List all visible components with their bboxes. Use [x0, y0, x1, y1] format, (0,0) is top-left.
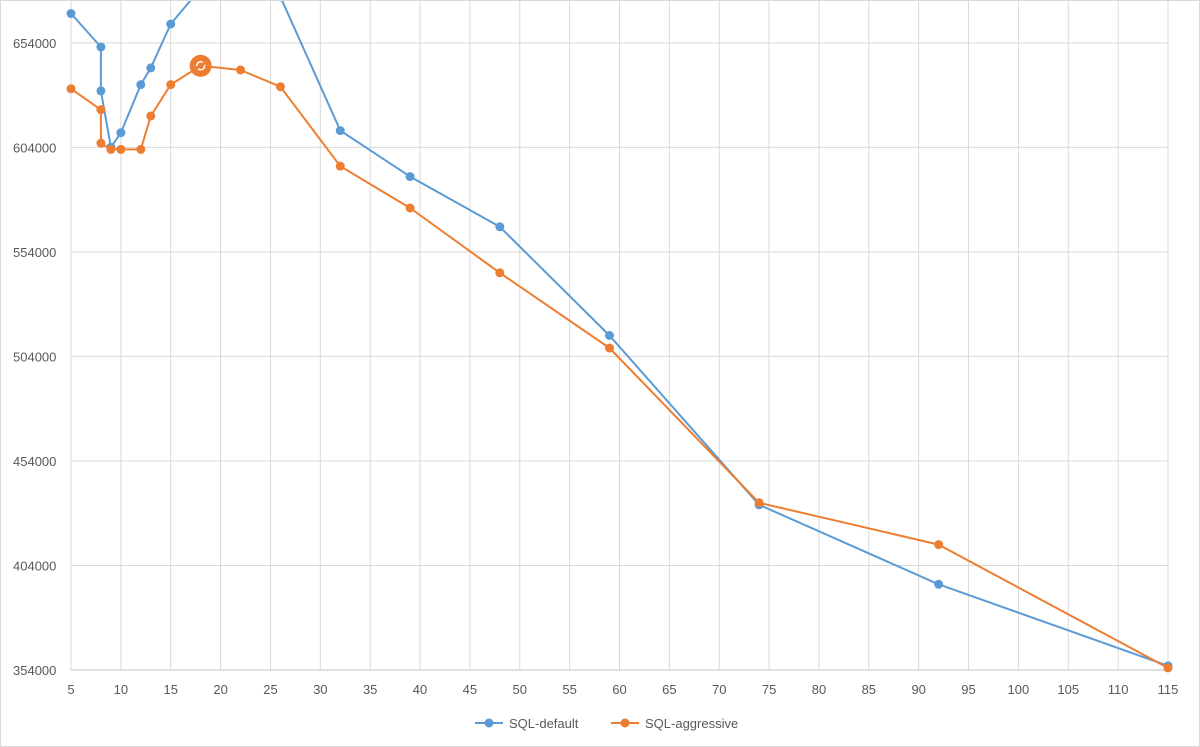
data-point-sql-default-1[interactable]: [96, 42, 106, 52]
x-axis-tick-labels: 5 10 15 20 25 30 35 40 45 50 55 60 65 70 75 80 85 90 95 100…: [67, 682, 1178, 697]
data-point-sql-aggressive-4[interactable]: [116, 144, 126, 154]
x-tick-label-40: 40: [413, 682, 427, 697]
vertical-gridlines: [70, 1, 1169, 670]
data-point-sql-aggressive-3[interactable]: [106, 144, 116, 154]
x-tick-label-80: 80: [812, 682, 826, 697]
legend-label-sql-aggressive: SQL-aggressive: [645, 716, 738, 731]
x-tick-label-20: 20: [213, 682, 227, 697]
x-tick-label-10: 10: [114, 682, 128, 697]
data-point-sql-default-11[interactable]: [335, 126, 345, 136]
data-point-sql-aggressive-2[interactable]: [96, 138, 106, 148]
data-point-sql-aggressive-13[interactable]: [495, 268, 505, 278]
x-tick-label-5: 5: [67, 682, 74, 697]
x-tick-label-35: 35: [363, 682, 377, 697]
y-tick-label-554000: 554000: [13, 245, 56, 260]
data-point-sql-default-2[interactable]: [96, 86, 106, 96]
legend-item-sql-aggressive[interactable]: SQL-aggressive: [611, 716, 738, 731]
data-point-sql-default-14[interactable]: [605, 331, 615, 340]
series-line-sql-default: [70, 1, 1169, 667]
data-point-sql-aggressive-7[interactable]: [166, 80, 176, 90]
series-layer: [66, 1, 1173, 673]
x-tick-label-100: 100: [1008, 682, 1030, 697]
y-tick-label-354000: 354000: [13, 663, 56, 678]
data-point-sql-aggressive-11[interactable]: [335, 161, 345, 171]
data-point-sql-aggressive-1[interactable]: [96, 105, 106, 115]
data-point-sql-aggressive-9[interactable]: [236, 65, 246, 75]
data-point-sql-default-4[interactable]: [116, 128, 126, 138]
data-point-sql-default-7[interactable]: [166, 19, 176, 29]
y-tick-label-404000: 404000: [13, 558, 56, 573]
x-tick-label-85: 85: [862, 682, 876, 697]
highlighted-point-sql-aggressive[interactable]: [189, 54, 212, 77]
data-point-sql-aggressive-17[interactable]: [1163, 663, 1173, 673]
data-point-sql-default-0[interactable]: [66, 9, 76, 19]
x-tick-label-95: 95: [961, 682, 975, 697]
x-tick-label-90: 90: [911, 682, 925, 697]
x-tick-label-70: 70: [712, 682, 726, 697]
data-point-sql-aggressive-5[interactable]: [136, 144, 146, 154]
data-point-sql-aggressive-16[interactable]: [934, 540, 944, 550]
highlight-ring-sql-aggressive: [195, 61, 206, 71]
data-point-sql-default-16[interactable]: [934, 579, 944, 589]
data-point-sql-default-6[interactable]: [146, 63, 156, 73]
data-point-sql-default-13[interactable]: [495, 222, 505, 232]
x-tick-label-105: 105: [1057, 682, 1079, 697]
x-tick-label-15: 15: [163, 682, 177, 697]
legend: SQL-default SQL-aggressive: [475, 716, 738, 731]
x-tick-label-50: 50: [513, 682, 527, 697]
x-tick-label-30: 30: [313, 682, 327, 697]
legend-item-sql-default[interactable]: SQL-default: [475, 716, 579, 731]
data-point-sql-aggressive-0[interactable]: [66, 84, 76, 94]
legend-label-sql-default: SQL-default: [509, 716, 579, 731]
data-point-sql-default-5[interactable]: [136, 80, 146, 90]
x-tick-label-75: 75: [762, 682, 776, 697]
data-point-sql-aggressive-15[interactable]: [754, 498, 764, 508]
x-tick-label-65: 65: [662, 682, 676, 697]
y-axis-tick-labels: 354000 404000 454000 504000 554000 604000 6540…: [13, 36, 56, 678]
x-tick-label-110: 110: [1108, 682, 1129, 697]
data-point-sql-aggressive-6[interactable]: [146, 111, 156, 121]
y-tick-label-504000: 504000: [13, 349, 56, 364]
data-point-sql-default-12[interactable]: [405, 172, 415, 182]
x-tick-label-115: 115: [1158, 682, 1179, 697]
y-tick-label-604000: 604000: [13, 140, 56, 155]
legend-marker-sql-aggressive: [620, 718, 630, 728]
data-point-sql-aggressive-12[interactable]: [405, 203, 415, 213]
series-sql-aggressive: [66, 54, 1173, 673]
x-tick-label-25: 25: [263, 682, 277, 697]
x-tick-label-55: 55: [562, 682, 576, 697]
y-tick-label-454000: 454000: [13, 454, 56, 469]
legend-marker-sql-default: [484, 718, 494, 728]
data-point-sql-aggressive-10[interactable]: [275, 82, 285, 92]
x-tick-label-45: 45: [463, 682, 477, 697]
data-point-sql-aggressive-14[interactable]: [605, 343, 615, 353]
y-tick-label-654000: 654000: [13, 36, 56, 51]
x-tick-label-60: 60: [612, 682, 626, 697]
